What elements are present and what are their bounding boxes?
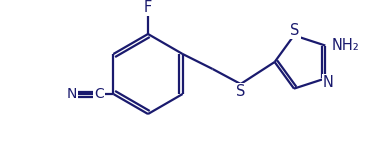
Text: F: F: [144, 0, 152, 15]
Text: N: N: [323, 75, 334, 90]
Text: N: N: [66, 87, 76, 101]
Text: C: C: [94, 87, 104, 101]
Text: S: S: [290, 23, 300, 38]
Text: S: S: [236, 85, 245, 99]
Text: NH₂: NH₂: [331, 38, 359, 53]
